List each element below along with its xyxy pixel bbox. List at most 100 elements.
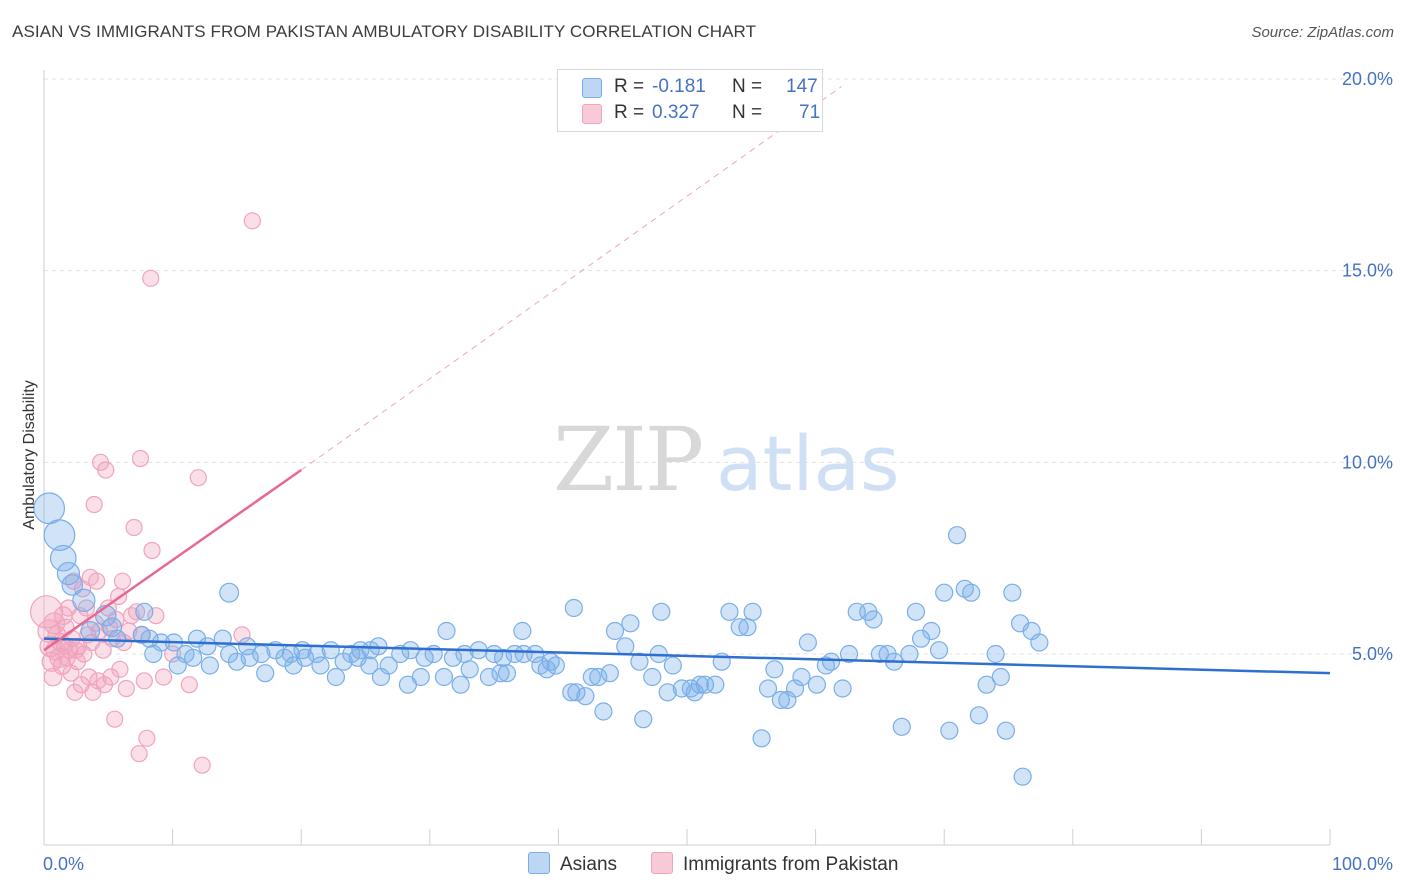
- asian-point: [1013, 767, 1032, 786]
- asian-point: [379, 656, 398, 675]
- asian-point: [102, 617, 123, 638]
- asian-point: [658, 683, 677, 702]
- legend-r-label: R =: [614, 102, 645, 123]
- asian-point: [108, 629, 127, 648]
- tick-labels: 5.0% 10.0% 15.0% 20.0% 0.0% 100.0%: [43, 69, 1393, 874]
- asian-point: [643, 667, 662, 687]
- asian-point: [311, 656, 330, 675]
- asian-point: [582, 667, 601, 687]
- asian-point: [621, 614, 640, 633]
- asian-point: [513, 621, 532, 641]
- asians-legend-icon: [528, 852, 550, 874]
- x-tick-label: 0.0%: [43, 854, 84, 874]
- asian-point: [807, 675, 826, 694]
- pakistan-point: [97, 461, 115, 479]
- pakistan-point: [111, 660, 129, 678]
- asians-swatch-icon: [582, 78, 602, 98]
- pakistan-point: [94, 641, 112, 659]
- bottom-legend-pakistan: Immigrants from Pakistan: [651, 852, 898, 876]
- asian-point: [833, 679, 852, 698]
- bottom-legend-pakistan-label: Immigrants from Pakistan: [683, 854, 899, 875]
- asian-point: [821, 652, 841, 671]
- pakistan-point: [106, 710, 124, 728]
- asian-point: [43, 519, 76, 552]
- asian-point: [184, 648, 203, 667]
- correlation-legend: R = -0.181 N = 147 R = 0.327 N = 71: [557, 69, 823, 132]
- asian-point: [870, 644, 890, 664]
- trend-lines: [43, 86, 1331, 675]
- asian-point: [49, 544, 77, 572]
- asian-point: [690, 675, 709, 694]
- asian-point: [334, 652, 353, 671]
- pakistan-point: [113, 572, 132, 590]
- pakistan-point: [138, 729, 156, 747]
- asian-point: [497, 664, 517, 683]
- asian-point: [771, 690, 790, 710]
- asian-point: [200, 656, 219, 675]
- y-tick-label: 10.0%: [1342, 452, 1393, 472]
- pakistan-point: [193, 756, 211, 774]
- asian-point: [752, 729, 771, 748]
- pakistan-point: [117, 679, 135, 698]
- asian-point: [256, 664, 275, 683]
- asian-point: [1003, 583, 1022, 602]
- watermark-zip: ZIP: [553, 408, 702, 511]
- asian-point: [720, 602, 739, 621]
- axes: [43, 70, 1331, 846]
- asian-point: [411, 667, 430, 687]
- pakistan-point: [189, 469, 207, 487]
- asian-point: [798, 633, 817, 652]
- asian-point: [326, 667, 346, 687]
- asian-point: [562, 683, 581, 702]
- asian-point: [576, 687, 595, 706]
- asian-point: [900, 644, 919, 664]
- asian-point: [219, 582, 240, 603]
- asian-point: [589, 667, 608, 687]
- asian-point: [911, 629, 931, 648]
- pakistan-point: [127, 603, 146, 621]
- pakistan-point: [243, 212, 261, 230]
- pakistan-point: [88, 572, 106, 590]
- asian-point: [33, 492, 66, 525]
- asian-point: [526, 644, 545, 664]
- asian-point: [785, 679, 805, 698]
- asian-point: [460, 660, 479, 679]
- pakistan-point: [142, 269, 160, 287]
- legend-r-value: -0.181: [652, 76, 706, 97]
- pakistan-point: [154, 668, 173, 686]
- pakistan-legend-icon: [651, 852, 673, 874]
- asian-point: [906, 602, 926, 621]
- asian-point: [238, 637, 257, 656]
- asian-point: [792, 667, 811, 687]
- y-tick-label: 20.0%: [1342, 69, 1393, 89]
- legend-r-label: R =: [614, 76, 645, 97]
- pakistan-trend-extension: [300, 86, 842, 471]
- asian-point: [72, 588, 96, 612]
- asian-point: [437, 621, 456, 641]
- series-asians-points: [33, 492, 1049, 786]
- asian-point: [56, 561, 81, 586]
- asian-point: [567, 683, 586, 702]
- asian-point: [839, 644, 859, 664]
- asian-point: [451, 675, 470, 694]
- asian-point: [360, 656, 379, 675]
- asian-point: [892, 717, 911, 736]
- source-label: Source: ZipAtlas.com: [1251, 24, 1394, 41]
- y-tick-label: 5.0%: [1352, 644, 1393, 664]
- asian-point: [605, 621, 625, 641]
- pakistan-point: [180, 676, 198, 694]
- asian-point: [630, 652, 649, 671]
- pakistan-point: [130, 745, 148, 763]
- asian-point: [864, 610, 883, 629]
- asian-point: [929, 641, 949, 660]
- asian-point: [494, 648, 513, 667]
- asian-point: [962, 583, 981, 602]
- legend-r-value: 0.327: [652, 102, 700, 123]
- series-pakistan-points: [29, 212, 261, 774]
- asian-point: [991, 667, 1010, 687]
- asian-point: [765, 660, 784, 679]
- asian-point: [738, 618, 757, 637]
- asian-point: [706, 675, 725, 694]
- asian-point: [969, 706, 989, 725]
